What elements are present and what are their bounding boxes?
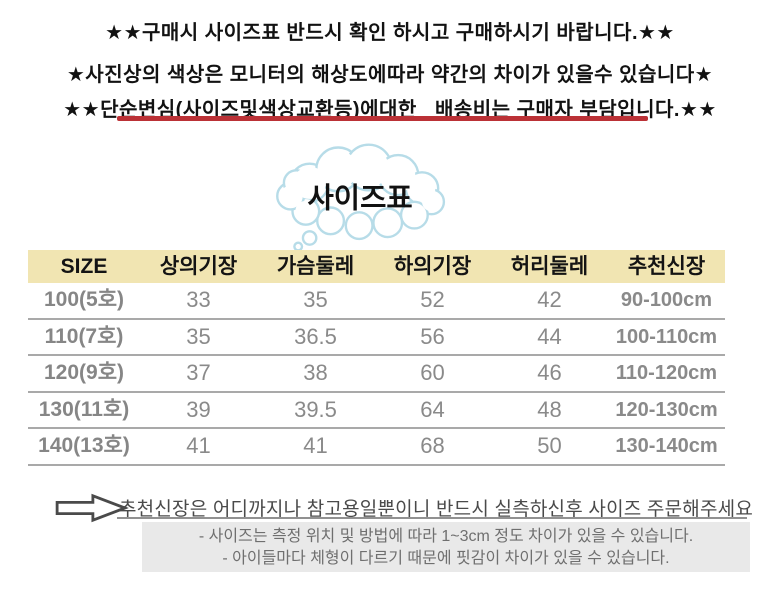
cell-chest: 38 [303,360,328,385]
cell-size: 110(7호) [44,324,124,348]
cell-bottom-length: 52 [420,287,445,312]
cell-top-length: 33 [186,287,211,312]
cell-size: 130(11호) [38,397,130,421]
size-table: SIZE 상의기장 가슴둘레 하의기장 허리둘레 추천신장 100(5호) 33… [28,250,725,466]
bubble-title: 사이즈표 [308,183,413,215]
footnote-underline [117,517,747,519]
cloud-icon: 사이즈표 [276,143,446,252]
cell-top-length: 39 [186,396,211,422]
note-line-2: - 아이들마다 체형이 다르기 때문에 핏감이 차이가 있을 수 있습니다. [222,550,670,567]
cell-chest: 36.5 [294,323,337,349]
notice-line-2: ★사진상의 색상은 모니터의 해상도에따라 약간의 차이가 있을수 있습니다★ [66,64,714,86]
cell-height: 120-130cm [615,398,718,421]
cell-bottom-length: 68 [420,433,445,458]
footnote-text: 추천신장은 어디까지나 참고용일뿐이니 반드시 실측하신후 사이즈 주문해주세요 [119,499,753,520]
notice-line-3: ★★단순변심(사이즈및색상교환등)에대한 배송비는 구매자 부담입니다.★★ [63,99,717,121]
header-cell-waist: 허리둘레 [510,255,589,278]
cell-waist: 44 [537,323,562,349]
cell-height: 130-140cm [615,435,718,457]
cell-bottom-length: 64 [420,396,445,422]
size-chart-bubble: 사이즈표 [262,140,462,255]
size-table-header-row: SIZE 상의기장 가슴둘레 하의기장 허리둘레 추천신장 [28,250,725,283]
cell-size: 140(13호) [38,434,130,457]
cell-height: 90-100cm [620,289,713,311]
table-row: 130(11호) 39 39.5 64 48 120-130cm [28,393,725,429]
header-cell-top-length: 상의기장 [159,255,238,278]
header-cell-height: 추천신장 [627,255,706,278]
cell-chest: 39.5 [294,396,337,422]
header-cell-chest: 가슴둘레 [276,255,355,278]
cell-waist: 42 [537,287,562,312]
cell-height: 100-110cm [615,325,718,348]
table-row: 140(13호) 41 41 68 50 130-140cm [28,429,725,466]
notes-box: - 사이즈는 측정 위치 및 방법에 따라 1~3cm 정도 차이가 있을 수 … [142,522,750,572]
cell-chest: 35 [303,287,328,312]
cell-size: 120(9호) [43,361,125,384]
cell-bottom-length: 60 [420,360,445,385]
cell-top-length: 35 [186,323,211,349]
cell-size: 100(5호) [43,288,125,311]
red-underline-divider [117,116,648,121]
cell-height: 110-120cm [615,362,718,384]
table-row: 100(5호) 33 35 52 42 90-100cm [28,283,725,320]
cell-waist: 46 [537,360,562,385]
right-arrow-icon [52,492,130,529]
cell-top-length: 41 [186,433,211,458]
table-row: 120(9호) 37 38 60 46 110-120cm [28,356,725,393]
header-cell-bottom-length: 하의기장 [393,255,472,278]
cell-waist: 50 [537,433,562,458]
header-cell-size: SIZE [60,255,108,278]
cell-top-length: 37 [186,360,211,385]
note-line-1: - 사이즈는 측정 위치 및 방법에 따라 1~3cm 정도 차이가 있을 수 … [198,528,694,545]
cell-chest: 41 [303,433,328,458]
table-row: 110(7호) 35 36.5 56 44 100-110cm [28,320,725,356]
cell-waist: 48 [537,396,562,422]
cell-bottom-length: 56 [420,323,445,349]
notice-line-1: ★★구매시 사이즈표 반드시 확인 하시고 구매하시기 바랍니다.★★ [105,22,675,44]
